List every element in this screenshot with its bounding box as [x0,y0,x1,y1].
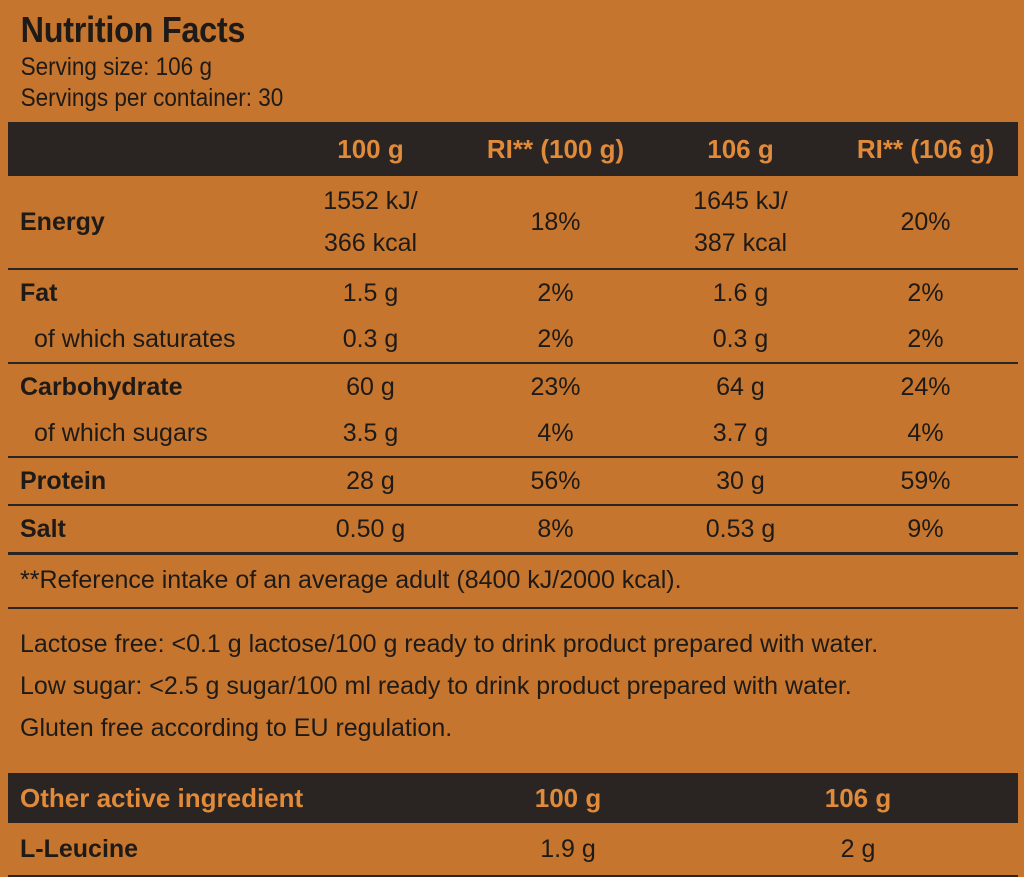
cell-per100: 0.50 g [278,505,463,555]
cell-ri106: 2% [833,316,1018,364]
row-label: of which saturates [8,316,278,364]
table-row-fat: Fat 1.5 g 2% 1.6 g 2% [8,269,1018,316]
cell-per106: 30 g [648,457,833,506]
cell-per100: 1.5 g [342,278,399,307]
cell-per100: 28 g [278,457,463,506]
cell-ri106: 20% [833,176,1018,270]
row-label: Salt [8,505,278,555]
cell-per100: 60 g [346,372,395,401]
active-ingredient-table: Other active ingredient 100 g 106 g L-Le… [8,773,1018,877]
table-row-carbohydrate: Carbohydrate 60 g 23% 64 g 24% [8,363,1018,410]
cell-ri106: 2% [907,278,944,307]
cell-per106-kcal: 387 kcal [693,229,788,257]
servings-per-container: Servings per container: 30 [20,84,284,112]
cell-per106: 64 g [716,372,765,401]
cell-ri100: 8% [463,505,648,555]
table-row-energy: Energy 1552 kJ/ 366 kcal 18% 1645 kJ/ 38… [8,176,1018,270]
cell-per100: 3.5 g [278,410,463,458]
cell-ri100: 18% [463,176,648,270]
cell-ri100: 56% [463,457,648,506]
nutrition-label: Nutrition Facts Serving size: 106 g Serv… [8,0,1018,877]
cell-per100: 1552 kJ/ 366 kcal [278,176,463,270]
cell-ri100: 4% [463,410,648,458]
header-cell-100g: 100 g [438,773,698,823]
cell-ri100: 2% [537,278,574,307]
row-label: of which sugars [8,410,278,458]
cell-per106: 3.7 g [648,410,833,458]
row-label: Energy [8,176,278,270]
header-cell-106g: 106 g [698,773,1018,823]
cell-per100: 1.9 g [438,823,698,877]
table-row-sugars: of which sugars 3.5 g 4% 3.7 g 4% [8,410,1018,458]
row-label: L-Leucine [8,823,438,877]
header-cell-100g: 100 g [278,122,463,176]
row-label: Fat [20,278,58,307]
cell-per100: 0.3 g [278,316,463,364]
claim-sugar: Low sugar: <2.5 g sugar/100 ml ready to … [20,672,852,700]
row-label: Protein [8,457,278,506]
nutrition-table: 100 g RI** (100 g) 106 g RI** (106 g) En… [8,122,1018,555]
cell-ri106: 4% [833,410,1018,458]
cell-per106: 0.3 g [648,316,833,364]
table-row-protein: Protein 28 g 56% 30 g 59% [8,457,1018,506]
page-title: Nutrition Facts [20,9,246,50]
cell-per106: 0.53 g [648,505,833,555]
cell-ri100: 2% [463,316,648,364]
cell-ri100: 23% [530,372,581,401]
header-cell-106g: 106 g [648,122,833,176]
table-row-salt: Salt 0.50 g 8% 0.53 g 9% [8,505,1018,555]
serving-size: Serving size: 106 g [20,53,212,81]
claim-lactose: Lactose free: <0.1 g lactose/100 g ready… [20,630,879,658]
cell-ri106: 9% [833,505,1018,555]
header-cell-ri-100g: RI** (100 g) [463,122,648,176]
cell-per106: 1645 kJ/ 387 kcal [648,176,833,270]
footnote: **Reference intake of an average adult (… [8,555,1018,609]
cell-per100-kcal: 366 kcal [323,229,418,257]
header-cell-nutrient [8,122,278,176]
nutrition-header-row: 100 g RI** (100 g) 106 g RI** (106 g) [8,122,1018,176]
cell-ri106: 59% [833,457,1018,506]
cell-per100-kj: 1552 kJ/ [323,187,418,215]
cell-per106: 2 g [698,823,1018,877]
cell-per106: 1.6 g [712,278,769,307]
header-cell-ri-106g: RI** (106 g) [833,122,1018,176]
row-label: Carbohydrate [20,372,183,401]
claim-gluten: Gluten free according to EU regulation. [20,714,453,742]
header-cell-ingredient: Other active ingredient [8,773,438,823]
cell-per106-kj: 1645 kJ/ [693,187,788,215]
claims-block: Lactose free: <0.1 g lactose/100 g ready… [8,609,1018,749]
table-row-saturates: of which saturates 0.3 g 2% 0.3 g 2% [8,316,1018,364]
cell-ri106: 24% [900,372,951,401]
active-header-row: Other active ingredient 100 g 106 g [8,773,1018,823]
table-row-leucine: L-Leucine 1.9 g 2 g [8,823,1018,877]
